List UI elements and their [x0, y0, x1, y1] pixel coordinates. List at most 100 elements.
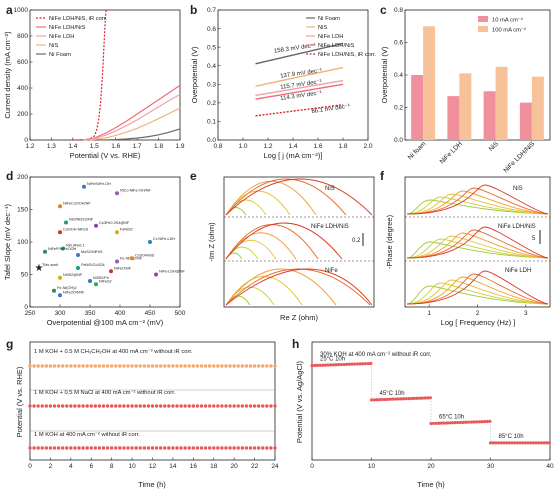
panel-d-xtick-label: 400	[115, 310, 126, 317]
panel-e-impedance-arc	[225, 268, 373, 306]
panel-d-ylabel: Tafel Slope (mV dec⁻¹)	[3, 203, 12, 280]
panel-e-impedance-arc	[225, 178, 373, 216]
panel-g-point	[256, 446, 261, 450]
panel-b-xtick-label: 2.0	[363, 143, 372, 150]
panel-a-legend-label: NiS	[49, 43, 58, 49]
panel-g-point	[32, 364, 36, 368]
panel-a-legend-label: NiFe LDH/NiS	[49, 25, 86, 31]
panel-h-point	[412, 396, 416, 400]
panel-g-xtick-label: 20	[231, 463, 239, 470]
panel-g-point	[44, 404, 49, 408]
panel-d-ytick-label: 50	[21, 272, 29, 279]
panel-f-phase-curve	[406, 226, 549, 259]
panel-h-point	[515, 441, 519, 445]
panel-c-bar	[495, 66, 508, 140]
panel-b-ytick-label: 0.5	[207, 44, 216, 51]
panel-h-point	[415, 396, 419, 400]
panel-d-point	[52, 288, 56, 293]
panel-g-point	[199, 404, 204, 408]
panel-g-point	[220, 404, 224, 408]
panel-g-point	[244, 404, 249, 408]
panel-g-point	[48, 364, 53, 368]
panel-h-title: 30% KOH at 400 mA cm⁻² without iR corr.	[320, 352, 432, 358]
panel-c-legend-swatch	[478, 16, 488, 22]
panel-g-point	[85, 446, 89, 450]
panel-h-point	[347, 362, 352, 366]
panel-h-point	[477, 420, 481, 424]
panel-e-impedance-arc	[225, 178, 347, 216]
panel-f-phase-curve	[406, 232, 549, 259]
panel-d-point	[58, 204, 62, 209]
panel-g-point	[167, 404, 171, 408]
panel-d-point	[94, 223, 98, 228]
panel-h-point	[442, 421, 446, 425]
panel-d-point-label: Ni3S2@NF	[63, 273, 83, 277]
panel-a-series-line	[83, 84, 181, 141]
panel-label-a: a	[6, 3, 13, 17]
panel-h-point	[399, 397, 403, 401]
panel-g-point	[105, 364, 110, 368]
panel-g-xtick-label: 12	[149, 463, 157, 470]
panel-g-point	[81, 446, 85, 450]
panel-h-point	[450, 421, 455, 425]
panel-h-point	[315, 363, 319, 368]
panel-g-point	[93, 364, 98, 368]
panel-g-point	[85, 364, 89, 368]
panel-a-series-line	[89, 107, 181, 141]
panel-f-xlabel: Log [ Frequency (Hz) ]	[441, 318, 516, 327]
panel-h-point	[377, 398, 382, 402]
panel-g-point	[252, 446, 257, 450]
panel-g-point	[183, 364, 187, 368]
panel-d-point-label: Ni0.9Fe0.1	[66, 244, 85, 248]
panel-d-point-label: NiFe/NiFe-OH	[87, 182, 111, 186]
panel-a-xtick-label: 1.2	[25, 143, 34, 150]
panel-g-point	[126, 364, 130, 368]
panel-d-point	[76, 266, 80, 270]
panel-d-xtick-label: 300	[55, 310, 66, 317]
panel-g-point	[73, 364, 77, 368]
panel-g-point	[195, 364, 200, 368]
panel-b-slope-annotation: 137.9 mV dec⁻¹	[280, 68, 323, 80]
panel-g-ylabel: Potential (V vs. RHE)	[15, 366, 24, 437]
panel-d-point	[130, 256, 134, 261]
panel-g-point	[40, 446, 44, 450]
panel-h-point	[491, 441, 495, 445]
panel-b-ytick-label: 0.2	[207, 100, 216, 107]
panel-h-point	[461, 420, 465, 424]
panel-h-point	[496, 441, 501, 445]
panel-g-point	[97, 404, 102, 408]
panel-g-point	[142, 446, 147, 450]
panel-b-legend-label: NiFe LDH/NiS	[318, 43, 355, 49]
panel-h-point	[507, 441, 511, 445]
panel-g-point	[269, 446, 273, 450]
panel-g-point	[105, 446, 110, 450]
panel-f-phase-curve	[406, 273, 549, 305]
panel-g-point	[150, 364, 155, 368]
panel-g-point	[142, 404, 147, 408]
panel-g-point	[109, 364, 114, 368]
panel-g-point	[232, 446, 236, 450]
panel-a-legend-label: NiFe LDH	[49, 34, 74, 40]
panel-h-point	[366, 361, 370, 366]
panel-g-point	[220, 364, 224, 368]
panel-e-impedance-arc	[225, 268, 371, 306]
panel-h-point	[358, 362, 362, 366]
panel-h-point	[453, 421, 457, 425]
panel-g-point	[69, 446, 73, 450]
panel-h-point	[388, 397, 392, 401]
panel-g-point	[175, 446, 179, 450]
panel-e-impedance-arc	[225, 232, 297, 260]
panel-g-point	[130, 404, 134, 408]
panel-g-point	[60, 364, 65, 368]
panel-d-point	[58, 293, 62, 298]
panel-b-series-line	[255, 42, 344, 65]
panel-g-point	[150, 446, 155, 450]
panel-g-point	[216, 446, 220, 450]
panel-c-legend-label: 10 mA cm⁻²	[492, 18, 523, 24]
panel-g-point	[261, 364, 265, 368]
panel-h-point	[521, 441, 525, 445]
panel-h-point	[523, 441, 527, 445]
panel-h-point	[474, 420, 479, 424]
panel-b-ytick-label: 0.1	[207, 119, 216, 126]
panel-h-xtick-label: 0	[310, 463, 314, 470]
